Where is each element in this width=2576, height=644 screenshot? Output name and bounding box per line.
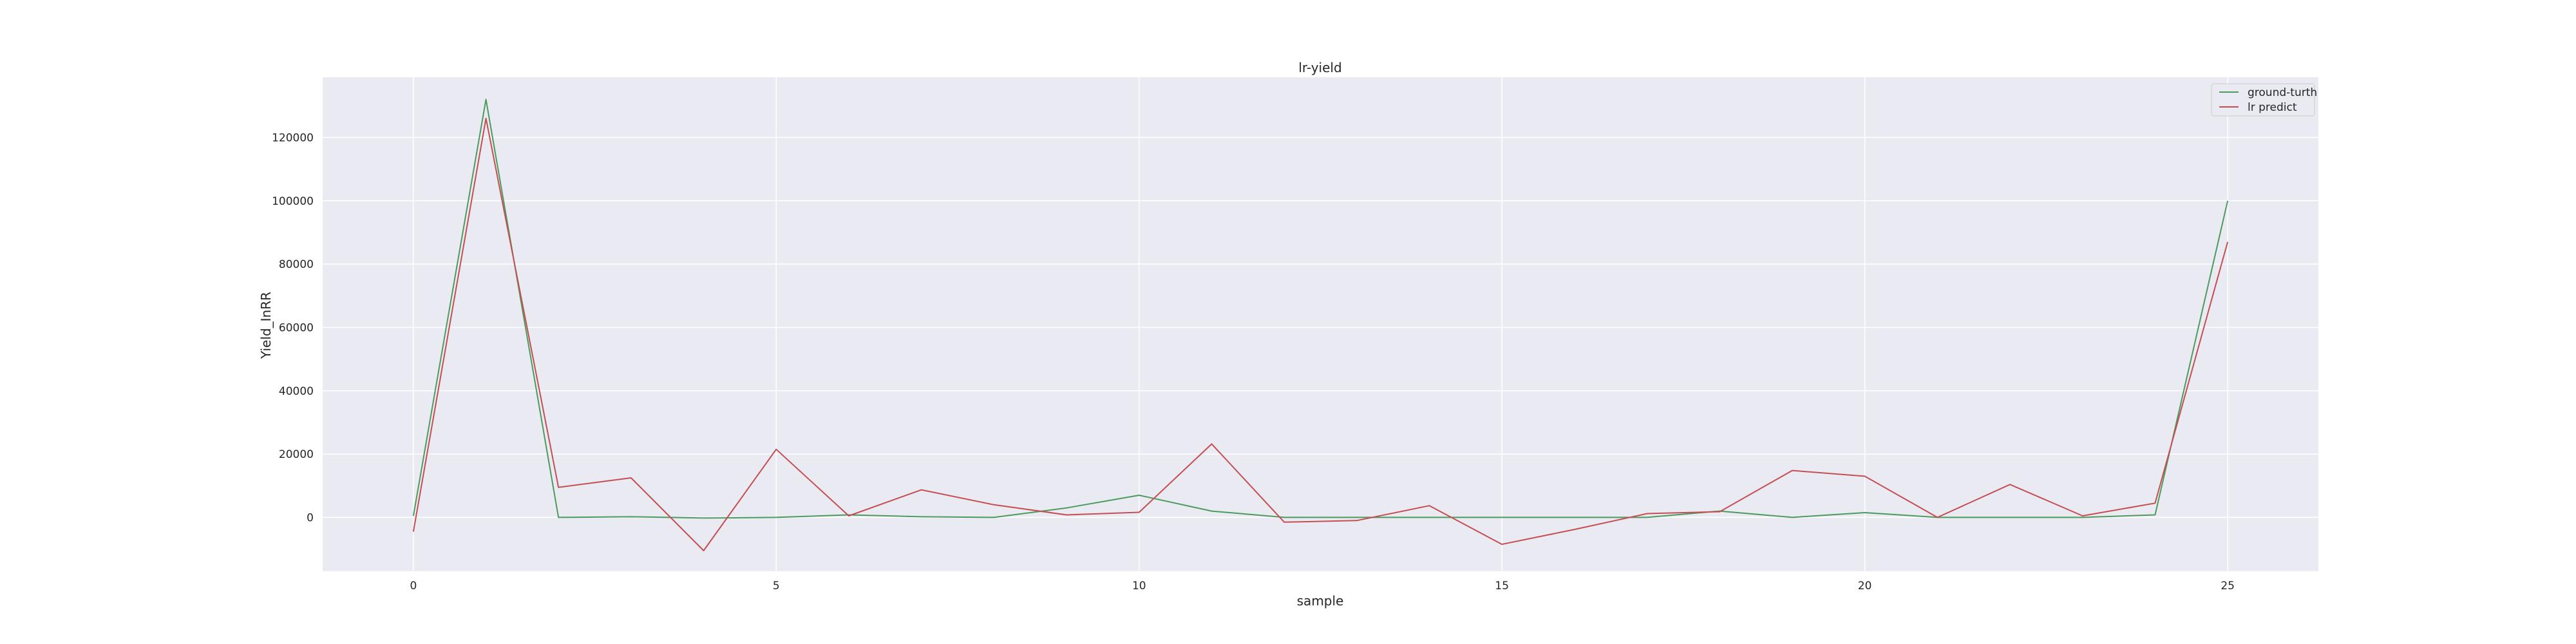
x-tick-label: 5 <box>773 580 780 592</box>
x-tick-label: 25 <box>2221 580 2235 592</box>
series-line-lr-predict <box>412 117 2229 551</box>
y-tick-label: 100000 <box>272 195 314 208</box>
x-tick-label: 10 <box>1132 580 1146 592</box>
series-line-ground-turth <box>412 99 2229 519</box>
y-tick-label: 0 <box>307 511 314 524</box>
x-tick-label: 0 <box>410 580 417 592</box>
chart-title: lr-yield <box>1298 60 1341 75</box>
legend: ground-turth lr predict <box>2211 83 2317 117</box>
y-tick-labels: 0 20000 40000 60000 80000 100000 120000 <box>272 131 314 524</box>
x-tick-labels: 0 5 10 15 20 25 <box>410 580 2235 592</box>
x-tick-label: 15 <box>1495 580 1509 592</box>
y-tick-label: 40000 <box>279 385 314 398</box>
series-layer <box>412 99 2229 551</box>
y-tick-label: 20000 <box>279 448 314 461</box>
y-axis-label: Yield_InRR <box>258 292 274 359</box>
x-tick-label: 20 <box>1858 580 1872 592</box>
y-tick-label: 120000 <box>272 131 314 144</box>
y-tick-label: 80000 <box>279 258 314 271</box>
legend-label-ground-turth: ground-turth <box>2248 86 2317 99</box>
legend-label-lr-predict: lr predict <box>2248 101 2297 114</box>
y-tick-label: 60000 <box>279 321 314 334</box>
plot-background <box>323 77 2318 571</box>
x-axis-label: sample <box>1297 593 1344 609</box>
